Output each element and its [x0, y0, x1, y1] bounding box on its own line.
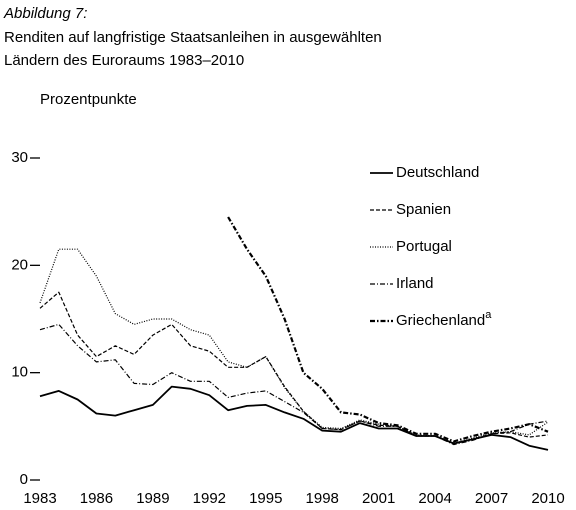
legend-label: Irland — [396, 275, 434, 292]
chart-title: Ländern des Euroraums 1983–2010 — [4, 52, 244, 69]
x-tick-label: 2001 — [362, 490, 395, 507]
legend-label: Spanien — [396, 201, 451, 218]
legend-superscript: a — [485, 309, 492, 321]
y-tick-label: 0 — [20, 471, 28, 488]
legend-name: Spanien — [396, 201, 451, 218]
y-axis-label: Prozentpunkte — [40, 91, 137, 108]
x-tick-label: 1989 — [136, 490, 169, 507]
figure-label: Abbildung 7: — [3, 5, 87, 22]
y-tick-label: 20 — [11, 256, 28, 273]
legend-name: Deutschland — [396, 164, 479, 181]
x-tick-label: 1995 — [249, 490, 282, 507]
legend-label: Griechenlanda — [396, 309, 492, 329]
legend-label: Portugal — [396, 238, 452, 255]
x-tick-label: 2010 — [531, 490, 564, 507]
x-tick-label: 1998 — [306, 490, 339, 507]
x-tick-label: 1986 — [80, 490, 113, 507]
chart-title: Renditen auf langfristige Staatsanleihen… — [4, 29, 382, 46]
y-tick-label: 10 — [11, 364, 28, 381]
x-tick-label: 1992 — [193, 490, 226, 507]
x-tick-label: 2007 — [475, 490, 508, 507]
x-tick-label: 1983 — [23, 490, 56, 507]
series-line — [227, 216, 549, 443]
series-line — [39, 291, 549, 445]
legend-label: Deutschland — [396, 164, 479, 181]
legend-name: Griechenland — [396, 312, 485, 329]
legend-name: Irland — [396, 275, 434, 292]
y-tick-label: 30 — [11, 149, 28, 166]
x-tick-label: 2004 — [418, 490, 451, 507]
series-line — [39, 323, 549, 446]
legend-name: Portugal — [396, 238, 452, 255]
